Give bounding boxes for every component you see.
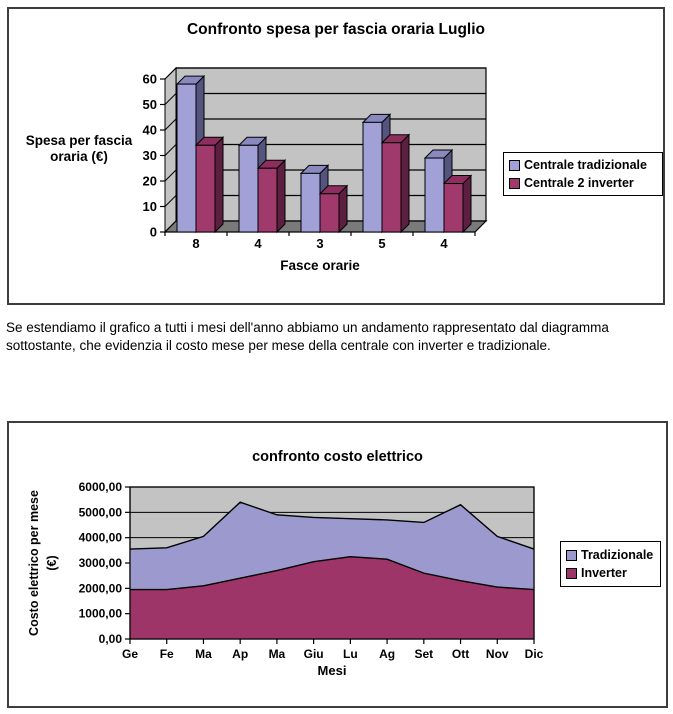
- bar-inverter-front: [195, 144, 216, 233]
- y-tick-connector: [164, 93, 177, 105]
- inverter-swatch-icon: [509, 177, 520, 189]
- bar-chart-x-axis-title: Fasce orarie: [280, 258, 360, 273]
- y-axis-title-line1: Costo elettrico per mese: [27, 490, 41, 636]
- area-chart-legend: Tradizionale Inverter: [560, 541, 661, 587]
- y-tick-label: 1000,00: [79, 607, 123, 621]
- x-month-label: Ma: [269, 647, 286, 661]
- bar-chart-plot: 0 10 20 30 40 50 60 8 4 3 5 4: [143, 66, 488, 251]
- y-axis-title-line2: oraria (€): [50, 149, 108, 164]
- x-month-label: Fe: [160, 647, 174, 661]
- x-category-label: 8: [192, 236, 199, 251]
- x-month-label: Ap: [232, 647, 248, 661]
- legend-label: Tradizionale: [581, 548, 654, 562]
- y-tick-connector: [164, 118, 177, 131]
- tradizionale-swatch-icon: [509, 159, 520, 171]
- legend-item-inverter: Centrale 2 inverter: [509, 176, 657, 190]
- area-chart-x-axis-title: Mesi: [317, 663, 347, 678]
- x-month-label: Dic: [525, 647, 544, 661]
- body-paragraph: Se estendiamo il grafico a tutti i mesi …: [6, 320, 609, 353]
- legend-label: Centrale 2 inverter: [524, 176, 634, 190]
- legend-item-tradizionale: Centrale tradizionale: [509, 158, 657, 172]
- x-month-label: Ott: [452, 647, 469, 661]
- y-tick-label: 30: [143, 148, 157, 163]
- bar-inverter-side: [214, 136, 224, 234]
- area-outline-tradizionale: [129, 501, 535, 550]
- y-tick-label: 40: [143, 123, 157, 138]
- bar-chart-title: Confronto spesa per fascia oraria Luglio: [186, 21, 485, 38]
- bar-tradizionale-front: [176, 83, 197, 233]
- bar-tradizionale-front: [300, 172, 321, 233]
- bar-tradizionale-front: [362, 121, 383, 233]
- legend-label: Inverter: [581, 566, 627, 580]
- area-chart-title: confronto costo elettrico: [252, 449, 423, 465]
- x-month-label: Ma: [195, 647, 212, 661]
- y-tick-connector: [164, 144, 177, 156]
- inverter-swatch-icon: [566, 567, 577, 579]
- y-tick-label: 10: [143, 199, 157, 214]
- bar-chart-frame: Confronto spesa per fascia oraria Luglio…: [7, 7, 665, 305]
- y-tick-label: 3000,00: [79, 556, 123, 570]
- y-tick-label: 60: [143, 72, 157, 87]
- y-tick-connector: [164, 195, 177, 207]
- x-month-label: Giu: [304, 647, 324, 661]
- x-month-label: Lu: [343, 647, 358, 661]
- y-axis-title-line2: (€): [45, 555, 59, 570]
- legend-label: Centrale tradizionale: [524, 158, 647, 172]
- y-axis-title-line1: Spesa per fascia: [25, 133, 133, 148]
- bar-inverter-front: [257, 167, 278, 233]
- x-category-label: 4: [440, 236, 448, 251]
- x-category-label: 5: [378, 236, 385, 251]
- area-outline-inverter: [130, 555, 535, 591]
- bar-chart-y-axis-title: Spesa per fascia oraria (€): [13, 133, 145, 165]
- x-month-label: Nov: [486, 647, 509, 661]
- y-tick-label: 6000,00: [79, 480, 123, 494]
- bar-inverter-side: [462, 174, 472, 234]
- bar-inverter-front: [381, 142, 402, 233]
- area-inverter: [130, 556, 534, 639]
- legend-item-tradizionale: Tradizionale: [566, 548, 655, 562]
- y-tick-label: 0,00: [99, 632, 123, 646]
- y-tick-label: 20: [143, 174, 157, 189]
- y-tick-label: 0: [150, 225, 157, 240]
- x-category-label: 3: [316, 236, 323, 251]
- bar-inverter-front: [443, 183, 464, 233]
- y-tick-label: 4000,00: [79, 531, 123, 545]
- x-category-label: 4: [254, 236, 262, 251]
- x-month-label: Ge: [122, 647, 138, 661]
- y-tick-connector: [164, 169, 177, 182]
- bar-chart-legend: Centrale tradizionale Centrale 2 inverte…: [503, 152, 663, 196]
- y-tick-connector: [164, 67, 177, 80]
- y-tick-label: 2000,00: [79, 581, 123, 595]
- bar-inverter-front: [319, 193, 340, 233]
- x-month-label: Set: [414, 647, 433, 661]
- area-chart-frame: confronto costo elettrico 0,00 1000,00 200…: [7, 421, 668, 708]
- area-chart-plot: 0,00 1000,00 2000,00 3000,00 4000,00 5000,00 6…: [27, 480, 544, 661]
- tradizionale-swatch-icon: [566, 549, 577, 561]
- y-tick-label: 50: [143, 97, 157, 112]
- x-month-label: Ag: [379, 647, 395, 661]
- legend-item-inverter: Inverter: [566, 566, 655, 580]
- bar-inverter-side: [400, 133, 410, 234]
- bar-tradizionale-front: [424, 157, 445, 233]
- bar-tradizionale-front: [238, 144, 259, 233]
- bar-inverter-side: [276, 159, 286, 234]
- y-tick-label: 5000,00: [79, 505, 123, 519]
